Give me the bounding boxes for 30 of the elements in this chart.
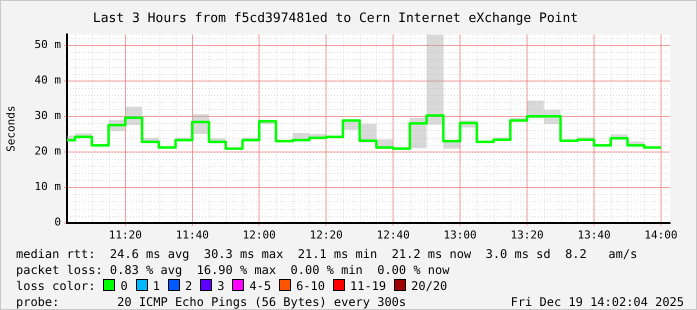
y-tick-label: 0	[54, 216, 61, 229]
text: Fri Dec 19 14:02:04 2025	[510, 294, 684, 310]
x-tick-label: 13:00	[444, 228, 477, 242]
text: 3	[217, 279, 224, 293]
y-tick-label: 30 m	[34, 109, 62, 122]
y-tick-label: 20 m	[34, 144, 62, 158]
x-tick-label: 11:40	[176, 228, 209, 242]
x-tick-label: 12:20	[310, 228, 343, 242]
text: loss color:	[16, 279, 96, 293]
text: 2	[184, 279, 192, 293]
text: median rtt: 24.6 ms avg 30.3 ms max 21.1 ms min 21.2 ms now 3.0 ms sd 8.2 am/s	[16, 247, 638, 261]
x-tick-label: 13:20	[510, 228, 544, 242]
y-axis-title: Seconds	[4, 106, 18, 152]
text: 1	[152, 279, 160, 293]
text: 11-19	[350, 279, 386, 293]
x-tick-label: 12:00	[242, 228, 276, 242]
y-tick-label: 10 m	[34, 180, 62, 194]
x-tick-label: 13:40	[577, 228, 611, 242]
x-tick-label: 11:20	[108, 228, 142, 242]
y-tick-label: 40 m	[34, 74, 62, 87]
y-tick-label: 50 m	[34, 38, 62, 52]
text: 6-10	[296, 279, 326, 293]
text: packet loss: 0.83 % avg 16.90 % max 0.00 % min 0.00 % now	[16, 263, 450, 277]
text: 20/20	[411, 279, 448, 293]
text: 4-5	[249, 279, 272, 293]
text: 0	[120, 279, 128, 293]
chart-title: Last 3 Hours from f5cd397481ed to Cern Internet eXchange Point	[92, 11, 578, 26]
x-tick-label: 14:00	[644, 228, 678, 242]
x-tick-label: 12:40	[376, 228, 410, 242]
text: probe: 20 ICMP Echo Pings (56 Bytes) every 300s	[16, 295, 406, 309]
